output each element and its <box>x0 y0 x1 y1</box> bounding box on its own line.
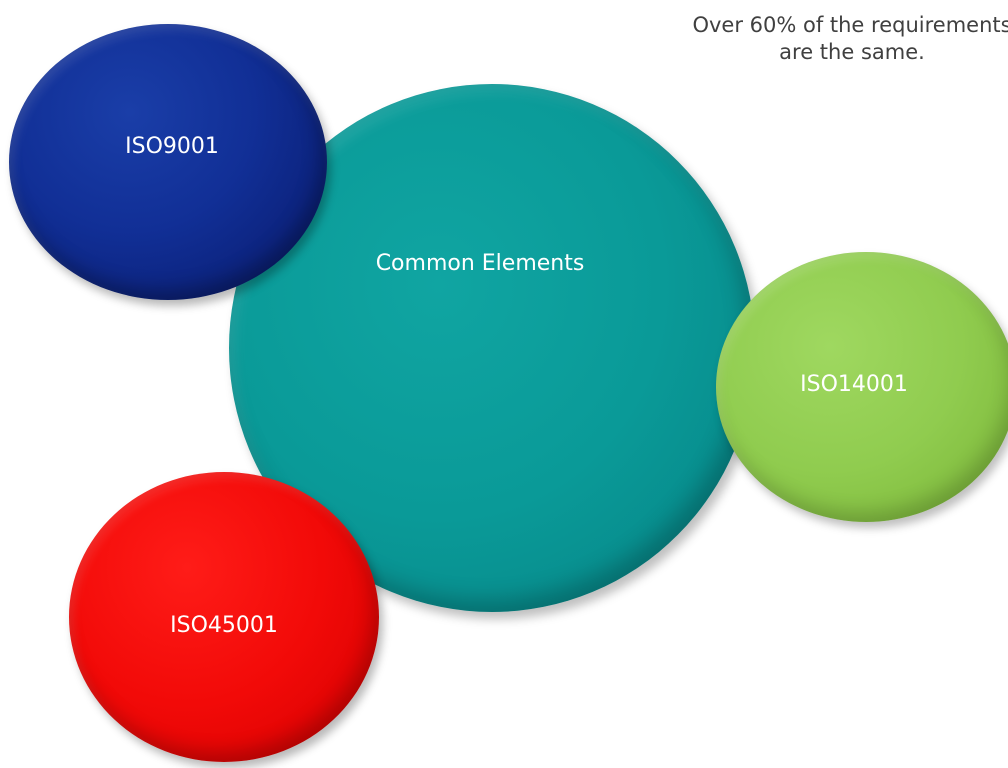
caption-line-2: are the same. <box>779 40 925 64</box>
caption: Over 60% of the requirements are the sam… <box>622 12 1008 66</box>
iso45001-label: ISO45001 <box>170 612 278 638</box>
iso9001-bubble: ISO9001 <box>9 24 327 300</box>
iso14001-label: ISO14001 <box>800 371 908 397</box>
common-elements-label: Common Elements <box>375 250 585 276</box>
iso9001-label: ISO9001 <box>125 133 219 159</box>
caption-line-1: Over 60% of the requirements <box>692 13 1008 37</box>
iso14001-bubble: ISO14001 <box>716 252 1008 522</box>
iso45001-bubble: ISO45001 <box>69 472 379 762</box>
